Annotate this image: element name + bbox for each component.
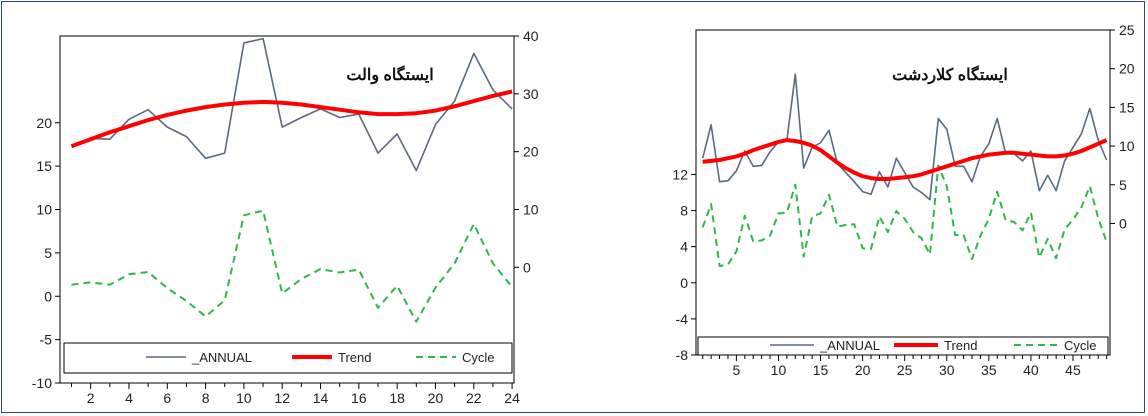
x-axis-tick-label: 6: [163, 390, 171, 406]
left-axis-tick-label: 12: [672, 166, 688, 182]
series-line-annual: [701, 73, 1108, 201]
left-axis-tick-label: 10: [36, 202, 52, 218]
left-axis-tick-label: 0: [44, 288, 52, 304]
legend-label: _ANNUAL: [819, 338, 880, 353]
right-axis-tick-label: 20: [523, 144, 539, 160]
x-axis-tick-label: 45: [1065, 362, 1081, 378]
chart-kelardasht: -8 -4 0 4 8 12 0 5 10 15 20 25 5 10 15 20 25 30 35 40 45 _ANN…: [672, 22, 1135, 378]
plot-area: [59, 35, 515, 384]
chart-title: ایستگاه والت: [346, 65, 433, 85]
series-line-trend: [702, 138, 1108, 181]
x-axis-tick-label: 20: [855, 362, 871, 378]
left-axis-tick-label: -4: [676, 311, 689, 327]
legend-label: Trend: [944, 338, 977, 353]
x-axis-tick-label: 5: [732, 362, 740, 378]
legend-label: Cycle: [462, 350, 495, 365]
x-axis-tick-label: 24: [504, 390, 520, 406]
right-axis-tick-label: 0: [1119, 215, 1127, 231]
left-axis-tick-label: 5: [44, 245, 52, 261]
x-axis-tick-label: 16: [351, 390, 367, 406]
right-axis-tick-label: 10: [523, 202, 539, 218]
series-line-trend: [70, 89, 513, 149]
right-axis-tick-label: 40: [523, 28, 539, 44]
x-axis-tick-label: 2: [87, 390, 95, 406]
x-axis-tick-label: 25: [897, 362, 913, 378]
right-axis-tick-label: 25: [1119, 22, 1135, 38]
right-axis-tick-label: 30: [523, 86, 539, 102]
left-axis-tick-label: 20: [36, 115, 52, 131]
left-axis-tick-label: 15: [36, 158, 52, 174]
series-line-cycle: [701, 164, 1108, 267]
right-axis-tick-label: 0: [523, 259, 531, 275]
x-axis-tick-label: 40: [1023, 362, 1039, 378]
series-line-annual: [71, 37, 513, 172]
x-axis-tick-label: 4: [125, 390, 133, 406]
left-axis-tick-label: 0: [680, 275, 688, 291]
legend-box: [63, 342, 513, 374]
x-axis-tick-label: 30: [939, 362, 955, 378]
x-axis-tick-label: 20: [428, 390, 444, 406]
x-axis-tick-label: 22: [466, 390, 482, 406]
x-axis-tick-label: 10: [771, 362, 787, 378]
x-axis-tick-label: 12: [274, 390, 290, 406]
series-line-cycle: [71, 209, 513, 323]
right-axis-tick-label: 20: [1119, 61, 1135, 77]
right-axis-tick-label: 15: [1119, 99, 1135, 115]
left-axis-tick-label: 8: [680, 203, 688, 219]
x-axis-tick-label: 35: [981, 362, 997, 378]
left-axis-tick-label: 4: [680, 239, 688, 255]
left-axis-tick-label: -5: [40, 332, 53, 348]
right-axis-tick-label: 10: [1119, 138, 1135, 154]
left-axis-tick-label: -8: [676, 347, 689, 363]
left-axis-tick-label: -10: [32, 375, 52, 391]
legend-label: Cycle: [1064, 338, 1097, 353]
x-axis-tick-label: 15: [813, 362, 829, 378]
legend-label: _ANNUAL: [191, 350, 252, 365]
chart-title: ایستگاه کلاردشت: [892, 65, 1008, 85]
x-axis-tick-label: 14: [313, 390, 329, 406]
right-axis-tick-label: 5: [1119, 177, 1127, 193]
x-axis-tick-label: 8: [202, 390, 210, 406]
x-axis-tick-label: 10: [236, 390, 252, 406]
x-axis-tick-label: 18: [389, 390, 405, 406]
legend-label: Trend: [338, 350, 371, 365]
